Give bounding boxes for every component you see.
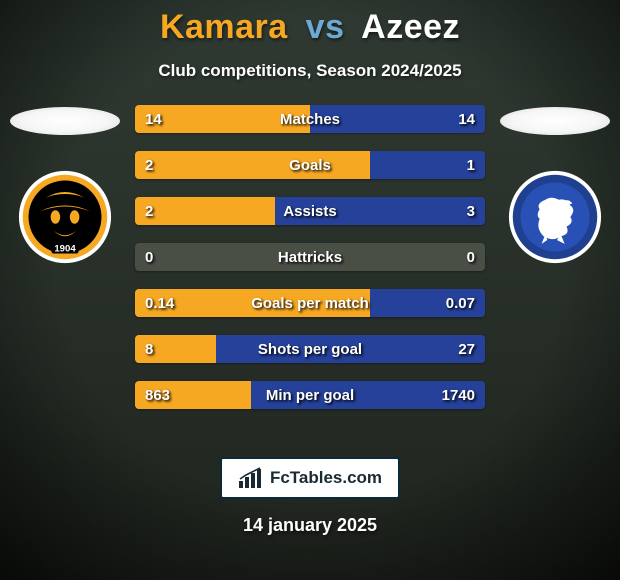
- brand-text: FcTables.com: [270, 468, 382, 488]
- stat-label: Min per goal: [135, 381, 485, 409]
- stat-row: 0.140.07Goals per match: [135, 289, 485, 317]
- player1-name: Kamara: [160, 8, 288, 46]
- stat-label: Goals: [135, 151, 485, 179]
- left-ellipse: [10, 107, 120, 135]
- stats-list: 1414Matches 21Goals 23Assists 00Hattricks 0.…: [135, 105, 485, 409]
- subtitle: Club competitions, Season 2024/2025: [0, 61, 620, 81]
- right-ellipse: [500, 107, 610, 135]
- brand-chart-icon: [238, 467, 264, 489]
- stat-row: 8631740Min per goal: [135, 381, 485, 409]
- left-badge-column: 1904: [0, 105, 130, 265]
- svg-text:1904: 1904: [54, 244, 76, 255]
- date-text: 14 january 2025: [243, 515, 377, 536]
- stat-row: 1414Matches: [135, 105, 485, 133]
- comparison-title: Kamara vs Azeez: [0, 8, 620, 47]
- title-vs: vs: [306, 8, 345, 46]
- stat-label: Assists: [135, 197, 485, 225]
- stat-row: 827Shots per goal: [135, 335, 485, 363]
- footer: FcTables.com 14 january 2025: [0, 457, 620, 536]
- right-badge-column: [490, 105, 620, 265]
- stat-row: 21Goals: [135, 151, 485, 179]
- stat-row: 23Assists: [135, 197, 485, 225]
- stat-label: Goals per match: [135, 289, 485, 317]
- stat-label: Hattricks: [135, 243, 485, 271]
- stat-label: Matches: [135, 105, 485, 133]
- brand-badge: FcTables.com: [220, 457, 400, 499]
- right-club-crest: [507, 169, 603, 265]
- stats-arena: 1904 1414Matches 21Goals 23Assists 00Hattri…: [0, 105, 620, 435]
- stat-row: 00Hattricks: [135, 243, 485, 271]
- player2-name: Azeez: [361, 8, 460, 46]
- left-club-crest: 1904: [17, 169, 113, 265]
- stat-label: Shots per goal: [135, 335, 485, 363]
